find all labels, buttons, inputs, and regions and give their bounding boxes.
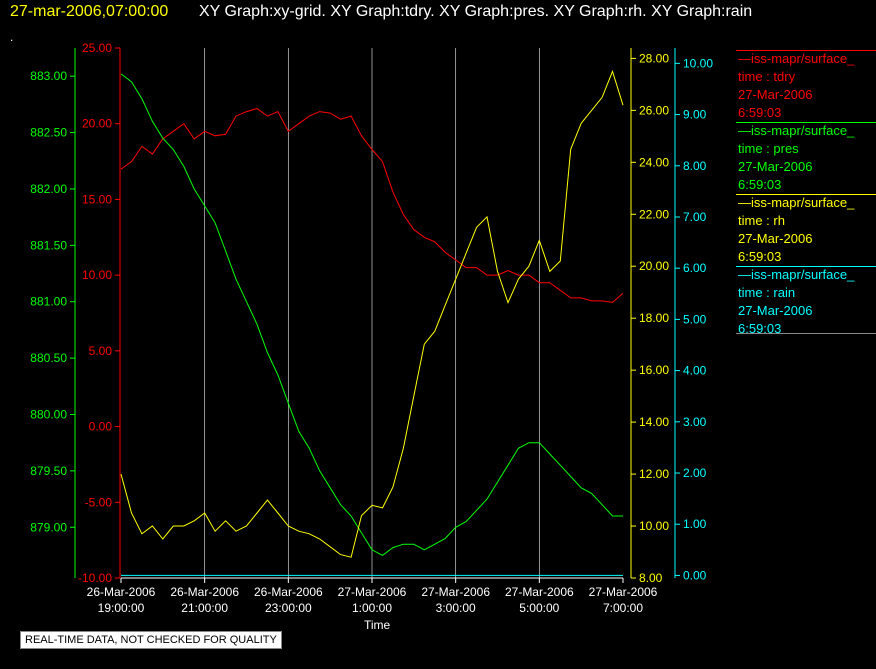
legend-l3: 27-Mar-2006 <box>738 231 813 246</box>
rh-tick-label: 14.00 <box>639 415 669 429</box>
pres-tick-label: 880.00 <box>30 407 67 421</box>
legend-l3: 27-Mar-2006 <box>738 303 813 318</box>
pres-tick-label: 883.00 <box>30 69 67 83</box>
quality-notice: REAL-TIME DATA, NOT CHECKED FOR QUALITY <box>20 631 282 649</box>
legend-l2: time : rain <box>738 285 796 300</box>
x-tick-date: 26-Mar-2006 <box>254 585 323 599</box>
legend-l3: 27-Mar-2006 <box>738 87 813 102</box>
tdry-tick-label: -10.00 <box>78 571 112 585</box>
rain-tick-label: 4.00 <box>683 364 707 378</box>
pres-tick-label: 881.50 <box>30 238 67 252</box>
legend-l4: 6:59:03 <box>738 249 782 264</box>
rain-tick-label: 9.00 <box>683 108 707 122</box>
tdry-tick-label: 5.00 <box>89 344 113 358</box>
legend-l2: time : tdry <box>738 69 796 84</box>
x-tick-date: 27-Mar-2006 <box>421 585 490 599</box>
pres-tick-label: 882.00 <box>30 182 67 196</box>
tdry-tick-label: 15.00 <box>82 192 112 206</box>
tdry-tick-label: 20.00 <box>82 117 112 131</box>
tdry-tick-label: 10.00 <box>82 268 112 282</box>
legend-l4: 6:59:03 <box>738 105 782 120</box>
x-tick-time: 5:00:00 <box>519 601 559 615</box>
legend-separator <box>736 266 876 267</box>
x-tick-date: 27-Mar-2006 <box>589 585 658 599</box>
pres-tick-label: 879.50 <box>30 464 67 478</box>
pres-tick-label: 881.00 <box>30 295 67 309</box>
legend-line: —iss-mapr/surface_ <box>738 123 855 138</box>
legend-separator <box>736 333 876 334</box>
legend-line: —iss-mapr/surface_ <box>738 51 855 66</box>
header-bar: 27-mar-2006,07:00:00 XY Graph:xy-grid. X… <box>0 0 876 28</box>
x-tick-time: 3:00:00 <box>436 601 476 615</box>
pres-series-line <box>120 73 623 556</box>
rain-tick-label: 7.00 <box>683 210 707 224</box>
x-axis-title: Time <box>364 618 391 632</box>
rh-series-line <box>120 69 624 558</box>
x-tick-date: 26-Mar-2006 <box>87 585 156 599</box>
rh-tick-label: 26.00 <box>639 103 669 117</box>
x-tick-date: 27-Mar-2006 <box>338 585 407 599</box>
pres-tick-label: 880.50 <box>30 351 67 365</box>
rain-tick-label: 10.00 <box>683 56 713 70</box>
rh-tick-label: 24.00 <box>639 155 669 169</box>
rain-tick-label: 5.00 <box>683 312 707 326</box>
rain-tick-label: 6.00 <box>683 261 707 275</box>
rh-tick-label: 20.00 <box>639 259 669 273</box>
x-tick-date: 26-Mar-2006 <box>170 585 239 599</box>
x-tick-time: 21:00:00 <box>181 601 228 615</box>
rh-tick-label: 22.00 <box>639 207 669 221</box>
rh-tick-label: 18.00 <box>639 311 669 325</box>
tdry-series-line <box>120 108 624 303</box>
rh-tick-label: 12.00 <box>639 467 669 481</box>
rh-tick-label: 10.00 <box>639 519 669 533</box>
x-tick-time: 23:00:00 <box>265 601 312 615</box>
legend-l2: time : pres <box>738 141 799 156</box>
rain-tick-label: 1.00 <box>683 517 707 531</box>
x-tick-date: 27-Mar-2006 <box>505 585 574 599</box>
rh-tick-label: 28.00 <box>639 51 669 65</box>
rain-tick-label: 2.00 <box>683 466 707 480</box>
rain-tick-label: 0.00 <box>683 568 707 582</box>
legend-l4: 6:59:03 <box>738 177 782 192</box>
x-tick-time: 7:00:00 <box>603 601 643 615</box>
x-tick-time: 1:00:00 <box>352 601 392 615</box>
pres-tick-label: 879.00 <box>30 520 67 534</box>
legend-l2: time : rh <box>738 213 785 228</box>
header-timestamp: 27-mar-2006,07:00:00 <box>10 3 169 20</box>
legend-line: —iss-mapr/surface_ <box>738 195 855 210</box>
header-dot: . <box>10 30 14 44</box>
legend-l4: 6:59:03 <box>738 321 782 336</box>
pres-tick-label: 882.50 <box>30 126 67 140</box>
legend-separator <box>736 50 876 51</box>
x-tick-time: 19:00:00 <box>98 601 145 615</box>
legend-separator <box>736 122 876 123</box>
rain-tick-label: 8.00 <box>683 159 707 173</box>
rh-tick-label: 8.00 <box>639 571 663 585</box>
legend-separator <box>736 194 876 195</box>
tdry-tick-label: -5.00 <box>85 495 113 509</box>
tdry-tick-label: 25.00 <box>82 41 112 55</box>
header-graph-titles: XY Graph:xy-grid. XY Graph:tdry. XY Grap… <box>199 3 753 20</box>
tdry-tick-label: 0.00 <box>89 420 113 434</box>
legend-l3: 27-Mar-2006 <box>738 159 813 174</box>
rain-tick-label: 3.00 <box>683 415 707 429</box>
rh-tick-label: 16.00 <box>639 363 669 377</box>
legend-line: —iss-mapr/surface_ <box>738 267 855 282</box>
